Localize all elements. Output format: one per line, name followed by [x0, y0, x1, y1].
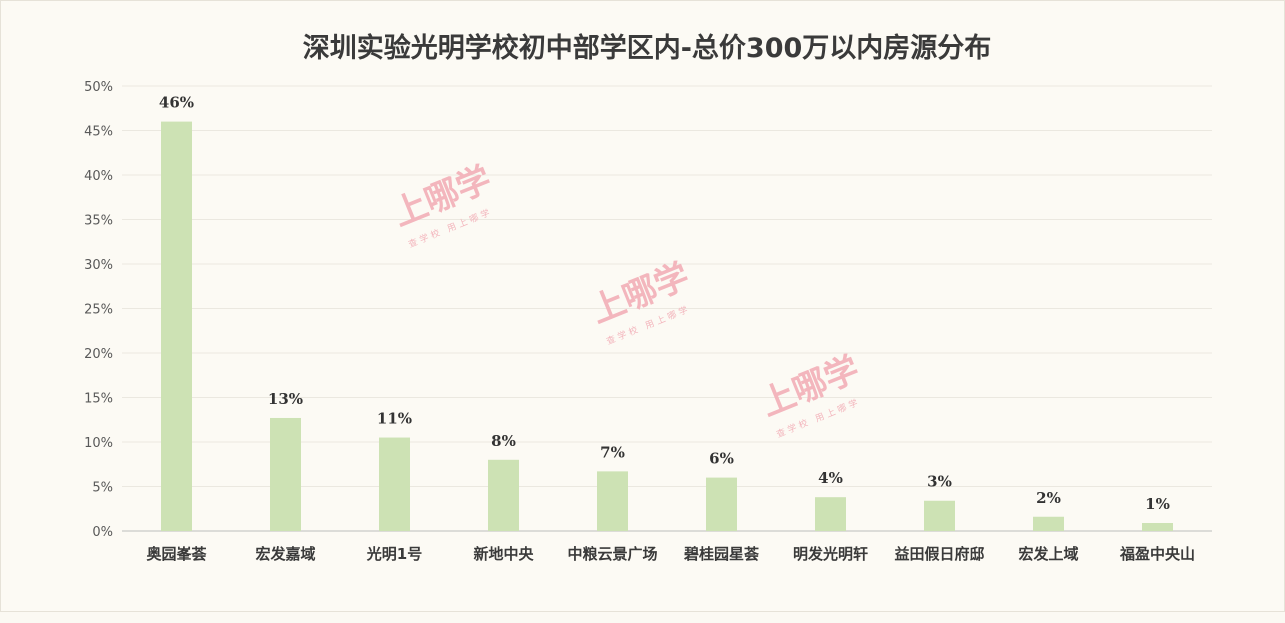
x-tick-label: 奥园峯荟: [146, 545, 207, 563]
data-label: 2%: [1036, 489, 1061, 507]
y-tick-label: 0%: [92, 525, 113, 540]
y-tick-label: 10%: [84, 436, 113, 451]
bar: [488, 459, 519, 531]
x-tick-label: 明发光明轩: [793, 545, 868, 563]
y-tick-label: 50%: [84, 80, 113, 95]
data-label: 11%: [377, 410, 412, 428]
watermark-text: 上哪学: [387, 159, 497, 234]
y-tick-label: 30%: [84, 258, 113, 273]
chart-title: 深圳实验光明学校初中部学区内-总价300万以内房源分布: [303, 32, 992, 64]
watermark-text: 上哪学: [755, 349, 865, 424]
y-tick-label: 25%: [84, 303, 113, 318]
data-label: 3%: [927, 473, 952, 491]
y-axis: 0% 5% 10% 15% 20% 25% 30% 35% 40% 45% 50%: [84, 80, 113, 540]
y-tick-label: 20%: [84, 347, 113, 362]
y-tick-label: 15%: [84, 392, 113, 407]
data-label: 8%: [491, 432, 516, 450]
bar: [161, 121, 192, 531]
y-tick-label: 45%: [84, 125, 113, 140]
data-label: 46%: [159, 94, 194, 112]
data-label: 1%: [1145, 495, 1170, 513]
x-tick-label: 中粮云景广场: [567, 545, 657, 563]
x-tick-label: 碧桂园星荟: [683, 545, 760, 563]
data-label: 6%: [709, 450, 734, 468]
x-tick-label: 福盈中央山: [1119, 545, 1195, 563]
bar: [706, 477, 737, 531]
bars: 46% 13% 11% 8% 7% 6% 4% 3% 2% 1%: [159, 94, 1173, 531]
bar: [1033, 516, 1064, 531]
watermark-text: 上哪学: [585, 256, 695, 331]
gridlines: [122, 85, 1212, 532]
data-label: 7%: [600, 443, 625, 461]
y-tick-label: 35%: [84, 214, 113, 229]
bar: [597, 471, 628, 531]
bar: [1142, 522, 1173, 531]
data-label: 13%: [268, 390, 303, 408]
bar: [270, 417, 301, 531]
x-tick-label: 光明1号: [366, 545, 422, 563]
x-tick-label: 益田假日府邸: [894, 545, 984, 563]
x-tick-label: 宏发嘉域: [255, 545, 315, 563]
bar: [924, 500, 955, 531]
data-label: 4%: [818, 469, 843, 487]
x-tick-label: 宏发上域: [1018, 545, 1078, 563]
x-tick-label: 新地中央: [473, 545, 534, 563]
y-tick-label: 40%: [84, 169, 113, 184]
x-axis: 奥园峯荟 宏发嘉域 光明1号 新地中央 中粮云景广场 碧桂园星荟 明发光明轩 益田假日府邸 宏发…: [146, 545, 1195, 563]
bar: [815, 497, 846, 531]
y-tick-label: 5%: [92, 481, 113, 496]
bar: [379, 437, 410, 531]
